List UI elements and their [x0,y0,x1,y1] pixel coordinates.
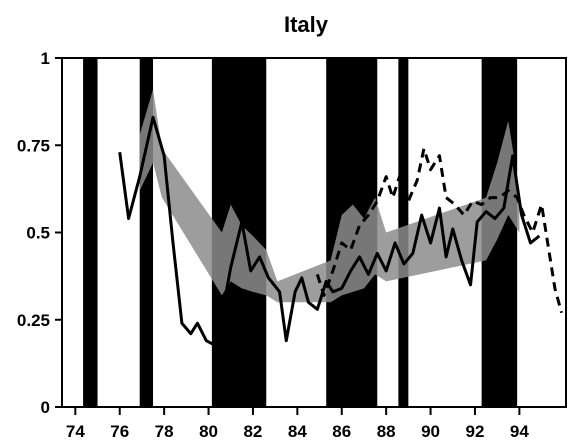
x-tick-label: 82 [243,422,262,441]
dashed-series-line [315,147,564,314]
y-tick-label: 0 [41,398,50,417]
y-tick-label: 0.5 [26,224,50,243]
x-tick-label: 90 [421,422,440,441]
y-tick-label: 1 [41,49,50,68]
x-tick-label: 78 [155,422,174,441]
x-tick-label: 86 [332,422,351,441]
x-tick-label: 94 [510,422,529,441]
solid-series-line [118,115,541,346]
y-tick-label: 0.75 [17,136,50,155]
x-tick-label: 84 [288,422,307,441]
x-tick-label: 92 [466,422,485,441]
x-tick-label: 80 [199,422,218,441]
x-tick-label: 88 [377,422,396,441]
shaded-period-0 [83,58,98,407]
chart-title: Italy [284,12,329,37]
y-tick-label: 0.25 [17,311,50,330]
x-tick-label: 74 [66,422,85,441]
x-tick-label: 76 [110,422,129,441]
